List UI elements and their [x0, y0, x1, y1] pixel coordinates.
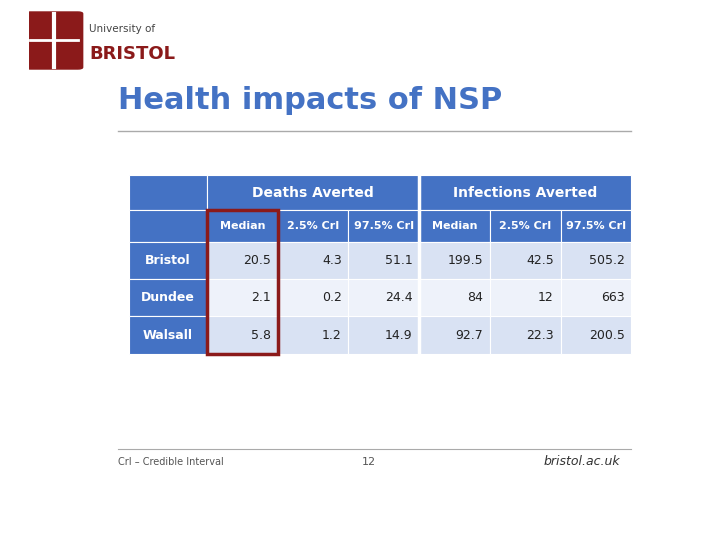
- Text: 5.8: 5.8: [251, 328, 271, 342]
- Text: bristol.ac.uk: bristol.ac.uk: [544, 455, 620, 468]
- Bar: [129, 279, 207, 316]
- Bar: [490, 279, 561, 316]
- Bar: [490, 316, 561, 354]
- Bar: [490, 241, 561, 279]
- Text: Deaths Averted: Deaths Averted: [252, 186, 374, 200]
- Text: Median: Median: [432, 221, 477, 231]
- Bar: [129, 210, 207, 241]
- Text: Median: Median: [220, 221, 265, 231]
- Bar: [278, 279, 348, 316]
- Text: Bristol: Bristol: [145, 254, 191, 267]
- Bar: [561, 279, 631, 316]
- Bar: [348, 210, 419, 241]
- Bar: [419, 210, 490, 241]
- Bar: [207, 316, 278, 354]
- Bar: [348, 279, 419, 316]
- Text: 200.5: 200.5: [589, 328, 624, 342]
- Text: 2.5% CrI: 2.5% CrI: [499, 221, 552, 231]
- Text: 20.5: 20.5: [243, 254, 271, 267]
- Text: CrI – Credible Interval: CrI – Credible Interval: [118, 457, 224, 467]
- Text: 663: 663: [601, 291, 624, 304]
- Bar: [490, 210, 561, 241]
- Text: 199.5: 199.5: [448, 254, 483, 267]
- Bar: [348, 241, 419, 279]
- Bar: [278, 316, 348, 354]
- Text: 1.2: 1.2: [322, 328, 342, 342]
- Bar: [207, 175, 419, 210]
- Text: Walsall: Walsall: [143, 328, 193, 342]
- Bar: [419, 241, 490, 279]
- Bar: [278, 210, 348, 241]
- Text: 51.1: 51.1: [384, 254, 413, 267]
- Text: 505.2: 505.2: [589, 254, 624, 267]
- Text: Infections Averted: Infections Averted: [453, 186, 598, 200]
- Text: 97.5% CrI: 97.5% CrI: [566, 221, 626, 231]
- Text: 22.3: 22.3: [526, 328, 554, 342]
- Bar: [561, 241, 631, 279]
- Text: 2.1: 2.1: [251, 291, 271, 304]
- Text: 2.5% CrI: 2.5% CrI: [287, 221, 339, 231]
- Bar: [348, 316, 419, 354]
- Bar: [207, 210, 278, 354]
- Text: 14.9: 14.9: [384, 328, 413, 342]
- Text: 97.5% CrI: 97.5% CrI: [354, 221, 414, 231]
- Text: 12: 12: [538, 291, 554, 304]
- Bar: [207, 241, 278, 279]
- Bar: [278, 241, 348, 279]
- Bar: [561, 210, 631, 241]
- Bar: [561, 316, 631, 354]
- Bar: [129, 241, 207, 279]
- Bar: [419, 175, 631, 210]
- Bar: [207, 210, 278, 241]
- FancyBboxPatch shape: [26, 12, 83, 69]
- Text: 12: 12: [362, 457, 376, 467]
- Text: University of: University of: [89, 24, 155, 34]
- Text: 42.5: 42.5: [526, 254, 554, 267]
- Bar: [129, 316, 207, 354]
- Text: Dundee: Dundee: [141, 291, 195, 304]
- Bar: [207, 279, 278, 316]
- Text: 4.3: 4.3: [322, 254, 342, 267]
- Text: Health impacts of NSP: Health impacts of NSP: [118, 86, 502, 114]
- Text: 84: 84: [467, 291, 483, 304]
- Text: 24.4: 24.4: [384, 291, 413, 304]
- Bar: [129, 175, 207, 210]
- Text: BRISTOL: BRISTOL: [89, 45, 175, 63]
- Bar: [419, 316, 490, 354]
- Text: 0.2: 0.2: [322, 291, 342, 304]
- Text: 92.7: 92.7: [455, 328, 483, 342]
- Bar: [419, 279, 490, 316]
